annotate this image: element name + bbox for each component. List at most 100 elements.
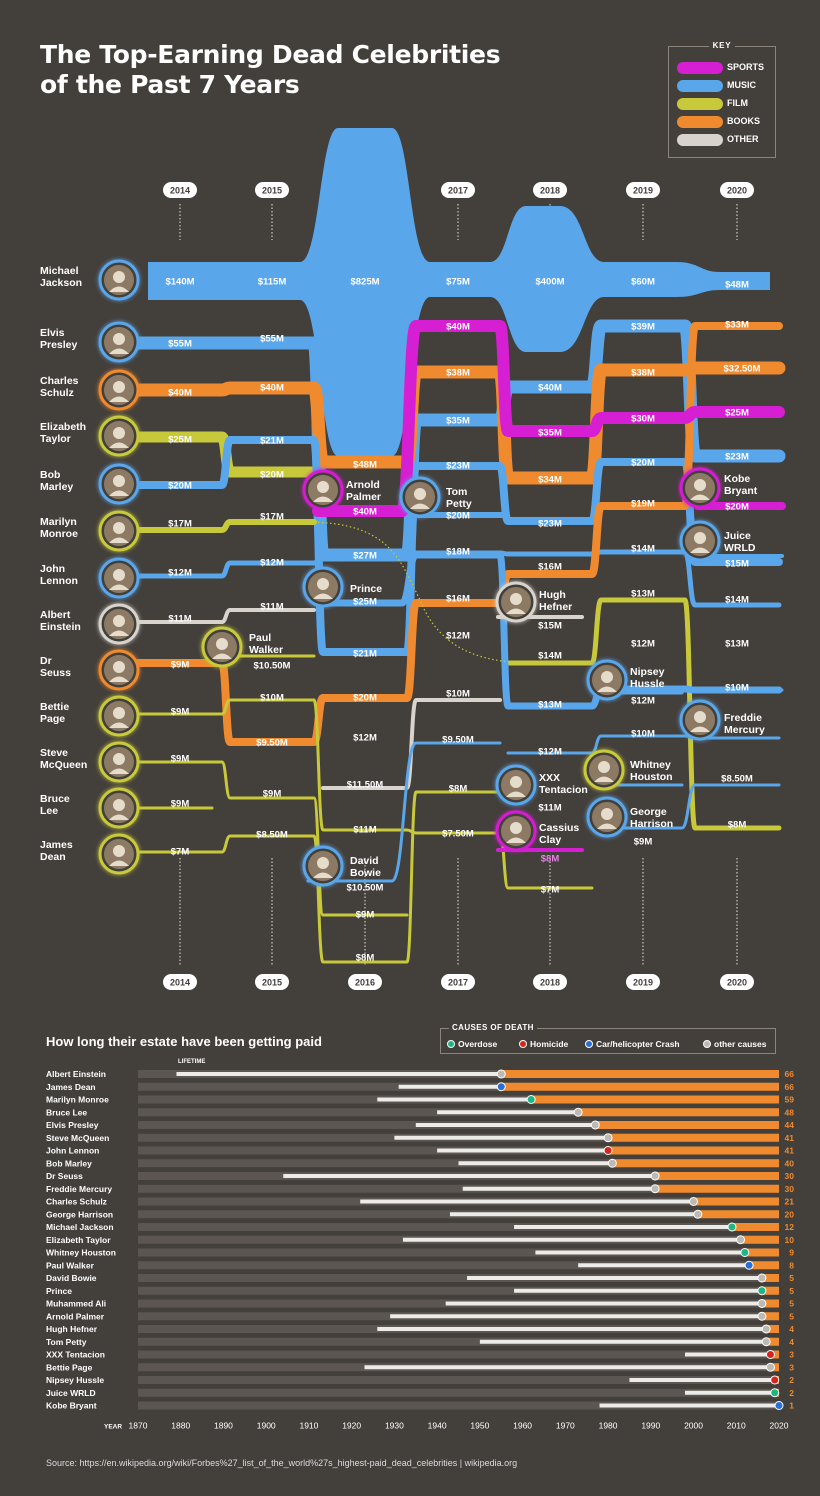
person-label: Bettie xyxy=(40,701,69,713)
row-track xyxy=(138,1223,779,1231)
lifetime-bar xyxy=(535,1250,745,1255)
row-years: 4 xyxy=(789,1337,794,1347)
person-label: David xyxy=(350,855,379,867)
person-label: Schulz xyxy=(40,387,74,399)
person-label: Arnold xyxy=(346,479,380,491)
person-label: John xyxy=(40,563,65,575)
row-years: 5 xyxy=(789,1311,794,1321)
table-row: George Harrison 20 xyxy=(46,1209,794,1219)
person-label: Clay xyxy=(539,834,561,846)
table-row: Charles Schulz 21 xyxy=(46,1197,794,1207)
band-marilyn-monroe-2 xyxy=(505,597,782,831)
person-label: Tom xyxy=(446,486,467,498)
value-label: $40M xyxy=(446,322,470,333)
year-label: 2020 xyxy=(727,978,747,988)
lifetime-bar xyxy=(445,1301,762,1306)
x-tick-label: 1970 xyxy=(556,1420,575,1430)
lifetime-bar xyxy=(437,1148,609,1153)
table-row: Hugh Hefner 4 xyxy=(46,1324,794,1334)
table-row: Juice WRLD 2 xyxy=(46,1388,794,1398)
row-track xyxy=(138,1376,779,1384)
source-note: Source: https://en.wikipedia.org/wiki/Fo… xyxy=(46,1458,518,1468)
death-marker xyxy=(761,1324,771,1334)
year-pill xyxy=(163,974,197,990)
year-pill xyxy=(163,182,197,198)
estate-bar xyxy=(761,1312,779,1321)
person-label: Dean xyxy=(40,851,66,863)
key-label-film: FILM xyxy=(727,98,748,108)
person-label: Michael xyxy=(40,265,79,277)
value-label: $9.50M xyxy=(256,738,288,749)
person-label: Elizabeth xyxy=(40,421,86,433)
table-row: David Bowie 5 xyxy=(46,1273,794,1283)
row-name: Freddie Mercury xyxy=(46,1184,112,1194)
table-row: Dr Seuss 30 xyxy=(46,1171,794,1181)
person-label: Freddie xyxy=(724,712,762,724)
estate-bar xyxy=(608,1146,779,1155)
person-label: Harrison xyxy=(630,818,673,830)
row-name: George Harrison xyxy=(46,1209,113,1219)
x-tick-label: 1890 xyxy=(214,1420,233,1430)
row-name: James Dean xyxy=(46,1082,96,1092)
row-years: 5 xyxy=(789,1273,794,1283)
key-label-other: OTHER xyxy=(727,134,759,144)
year-label: 2017 xyxy=(448,978,468,988)
band-prince xyxy=(314,551,783,710)
row-name: Michael Jackson xyxy=(46,1222,114,1232)
row-name: Albert Einstein xyxy=(46,1069,106,1079)
crash-dot-icon xyxy=(585,1040,593,1048)
row-years: 9 xyxy=(789,1248,794,1258)
death-marker xyxy=(650,1171,660,1181)
x-tick-label: 1920 xyxy=(342,1420,361,1430)
row-name: XXX Tentacion xyxy=(46,1350,105,1360)
person-label: Walker xyxy=(249,644,283,656)
legend-homicide: Homicide xyxy=(519,1039,568,1049)
year-label: 2017 xyxy=(448,186,468,196)
avatar-arnold-palmer xyxy=(302,469,344,511)
value-label: $17M xyxy=(168,519,192,530)
table-row: Marilyn Monroe 59 xyxy=(46,1095,794,1105)
row-years: 2 xyxy=(789,1375,794,1385)
row-years: 30 xyxy=(785,1171,795,1181)
avatar-whitney-houston xyxy=(583,749,625,791)
avatar-michael-jackson xyxy=(98,259,140,301)
row-years: 5 xyxy=(789,1299,794,1309)
row-track xyxy=(138,1248,779,1257)
death-marker xyxy=(761,1337,771,1347)
value-label: $15M xyxy=(725,559,749,570)
avatar-elizabeth-taylor xyxy=(98,415,140,457)
estate-bar xyxy=(761,1286,779,1295)
band-steve-mcqueen xyxy=(136,760,409,917)
person-label: Marilyn xyxy=(40,516,77,528)
x-tick-label: 1930 xyxy=(385,1420,404,1430)
table-row: Kobe Bryant 1 xyxy=(46,1401,794,1411)
value-label: $35M xyxy=(446,416,470,427)
row-years: 48 xyxy=(785,1107,795,1117)
row-years: 12 xyxy=(785,1222,795,1232)
table-row: Bettie Page 3 xyxy=(46,1362,794,1372)
value-label: $12M xyxy=(168,568,192,579)
death-marker xyxy=(757,1311,767,1321)
value-label: $39M xyxy=(631,322,655,333)
value-label: $38M xyxy=(631,368,655,379)
key-item-film: FILM xyxy=(677,97,775,111)
person-label: Cassius xyxy=(539,822,579,834)
person-label: Whitney xyxy=(630,759,671,771)
value-label: $10.50M xyxy=(254,661,291,672)
value-label: $8.50M xyxy=(721,774,753,785)
avatar-bob-marley xyxy=(98,463,140,505)
estate-bar xyxy=(749,1261,779,1270)
overdose-dot-icon xyxy=(447,1040,455,1048)
x-tick-label: 1990 xyxy=(641,1420,660,1430)
death-marker xyxy=(603,1146,613,1155)
death-marker xyxy=(727,1222,737,1232)
year-label: 2015 xyxy=(262,978,282,988)
person-label: Monroe xyxy=(40,528,78,540)
value-label: $14M xyxy=(725,595,749,606)
row-name: Prince xyxy=(46,1286,72,1296)
value-label: $7.50M xyxy=(442,829,474,840)
value-label: $15M xyxy=(538,621,562,632)
person-label: Mercury xyxy=(724,724,765,736)
value-label: $75M xyxy=(446,277,470,288)
table-row: James Dean 66 xyxy=(46,1082,794,1092)
